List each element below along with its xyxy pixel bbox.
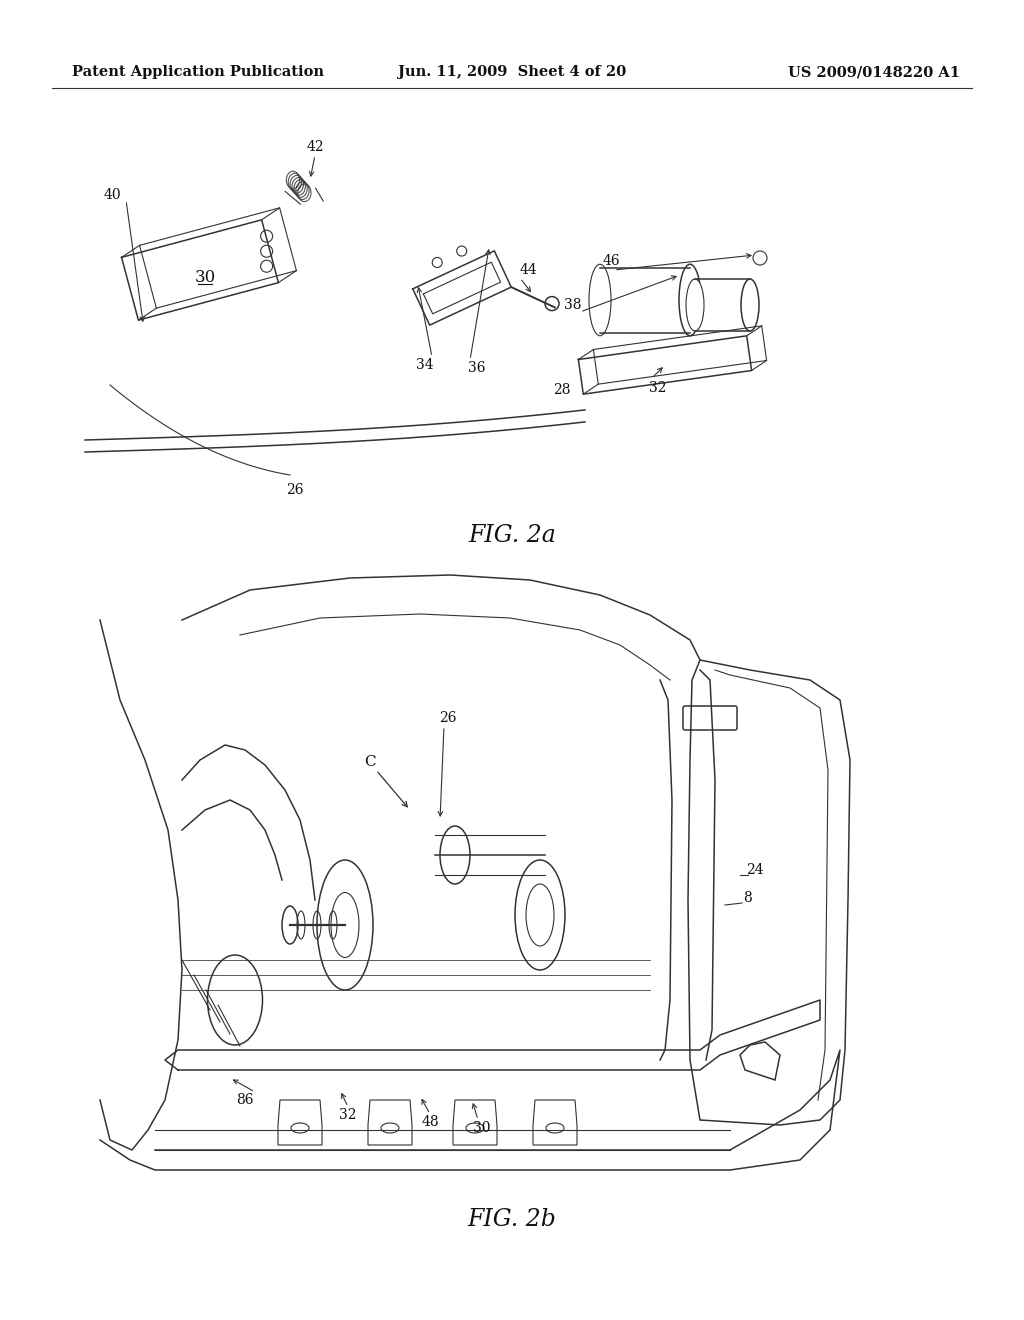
Text: Patent Application Publication: Patent Application Publication <box>72 65 324 79</box>
Text: 26: 26 <box>287 483 304 498</box>
Text: 44: 44 <box>519 263 537 277</box>
Ellipse shape <box>282 906 298 944</box>
Ellipse shape <box>381 1123 399 1133</box>
Text: FIG. 2a: FIG. 2a <box>468 524 556 548</box>
Ellipse shape <box>546 1123 564 1133</box>
Ellipse shape <box>331 892 359 957</box>
Text: C: C <box>365 755 376 770</box>
Text: 40: 40 <box>103 187 121 202</box>
Polygon shape <box>740 1041 780 1080</box>
Text: 8: 8 <box>743 891 753 906</box>
Text: 32: 32 <box>339 1107 356 1122</box>
Text: Jun. 11, 2009  Sheet 4 of 20: Jun. 11, 2009 Sheet 4 of 20 <box>398 65 626 79</box>
Text: 86: 86 <box>237 1093 254 1107</box>
Ellipse shape <box>741 279 759 331</box>
Ellipse shape <box>466 1123 484 1133</box>
Ellipse shape <box>526 884 554 946</box>
Text: 36: 36 <box>468 360 485 375</box>
Ellipse shape <box>589 264 611 335</box>
Text: 48: 48 <box>421 1115 439 1129</box>
Ellipse shape <box>679 264 701 335</box>
Text: 28: 28 <box>553 383 570 397</box>
Text: 34: 34 <box>416 358 434 372</box>
Text: 24: 24 <box>746 863 764 876</box>
Text: US 2009/0148220 A1: US 2009/0148220 A1 <box>788 65 961 79</box>
Circle shape <box>261 260 272 272</box>
Text: 32: 32 <box>649 381 667 395</box>
Circle shape <box>753 251 767 265</box>
Ellipse shape <box>686 279 705 331</box>
Text: FIG. 2b: FIG. 2b <box>468 1209 556 1232</box>
Circle shape <box>261 246 272 257</box>
Text: 30: 30 <box>473 1121 490 1135</box>
Circle shape <box>261 230 272 243</box>
Text: 26: 26 <box>439 711 457 725</box>
Text: 30: 30 <box>195 269 216 286</box>
Text: 38: 38 <box>564 298 582 312</box>
Circle shape <box>457 246 467 256</box>
Ellipse shape <box>291 1123 309 1133</box>
Circle shape <box>545 297 559 310</box>
Circle shape <box>432 257 442 268</box>
Text: 46: 46 <box>602 253 620 268</box>
Text: 42: 42 <box>306 140 324 154</box>
